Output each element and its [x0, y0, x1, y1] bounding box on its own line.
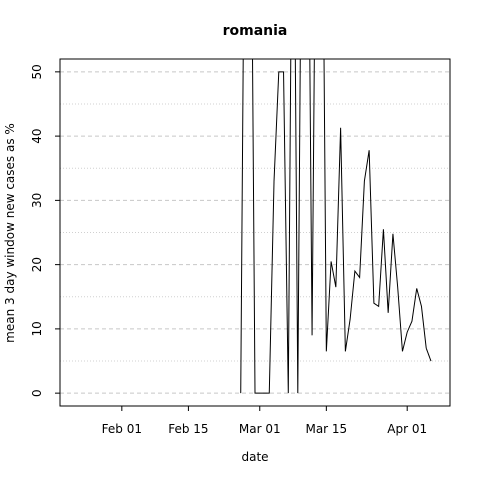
x-tick-label: Mar 01 — [239, 422, 281, 436]
y-tick-label: 50 — [30, 64, 44, 79]
y-tick-label: 10 — [30, 321, 44, 336]
chart-title: romania — [223, 23, 288, 39]
plot-frame — [59, 58, 451, 407]
x-axis: Feb 01 Feb 15 Mar 01 Mar 15 Apr 01 — [102, 406, 427, 436]
x-tick-label: Mar 15 — [305, 422, 347, 436]
series-line — [425, 347, 432, 362]
y-tick-label: 40 — [30, 128, 44, 143]
x-tick-label: Feb 15 — [168, 422, 208, 436]
plot-area — [240, 59, 432, 394]
y-tick-label: 30 — [30, 193, 44, 208]
y-tick-label: 20 — [30, 257, 44, 272]
y-tick-label: 0 — [30, 389, 44, 397]
series-line — [240, 59, 427, 394]
y-axis-label: mean 3 day window new cases as % — [3, 123, 17, 343]
x-axis-label: date — [241, 450, 268, 464]
x-tick-label: Apr 01 — [387, 422, 427, 436]
x-tick-label: Feb 01 — [102, 422, 142, 436]
y-axis: 0 10 20 30 40 50 — [30, 64, 60, 397]
